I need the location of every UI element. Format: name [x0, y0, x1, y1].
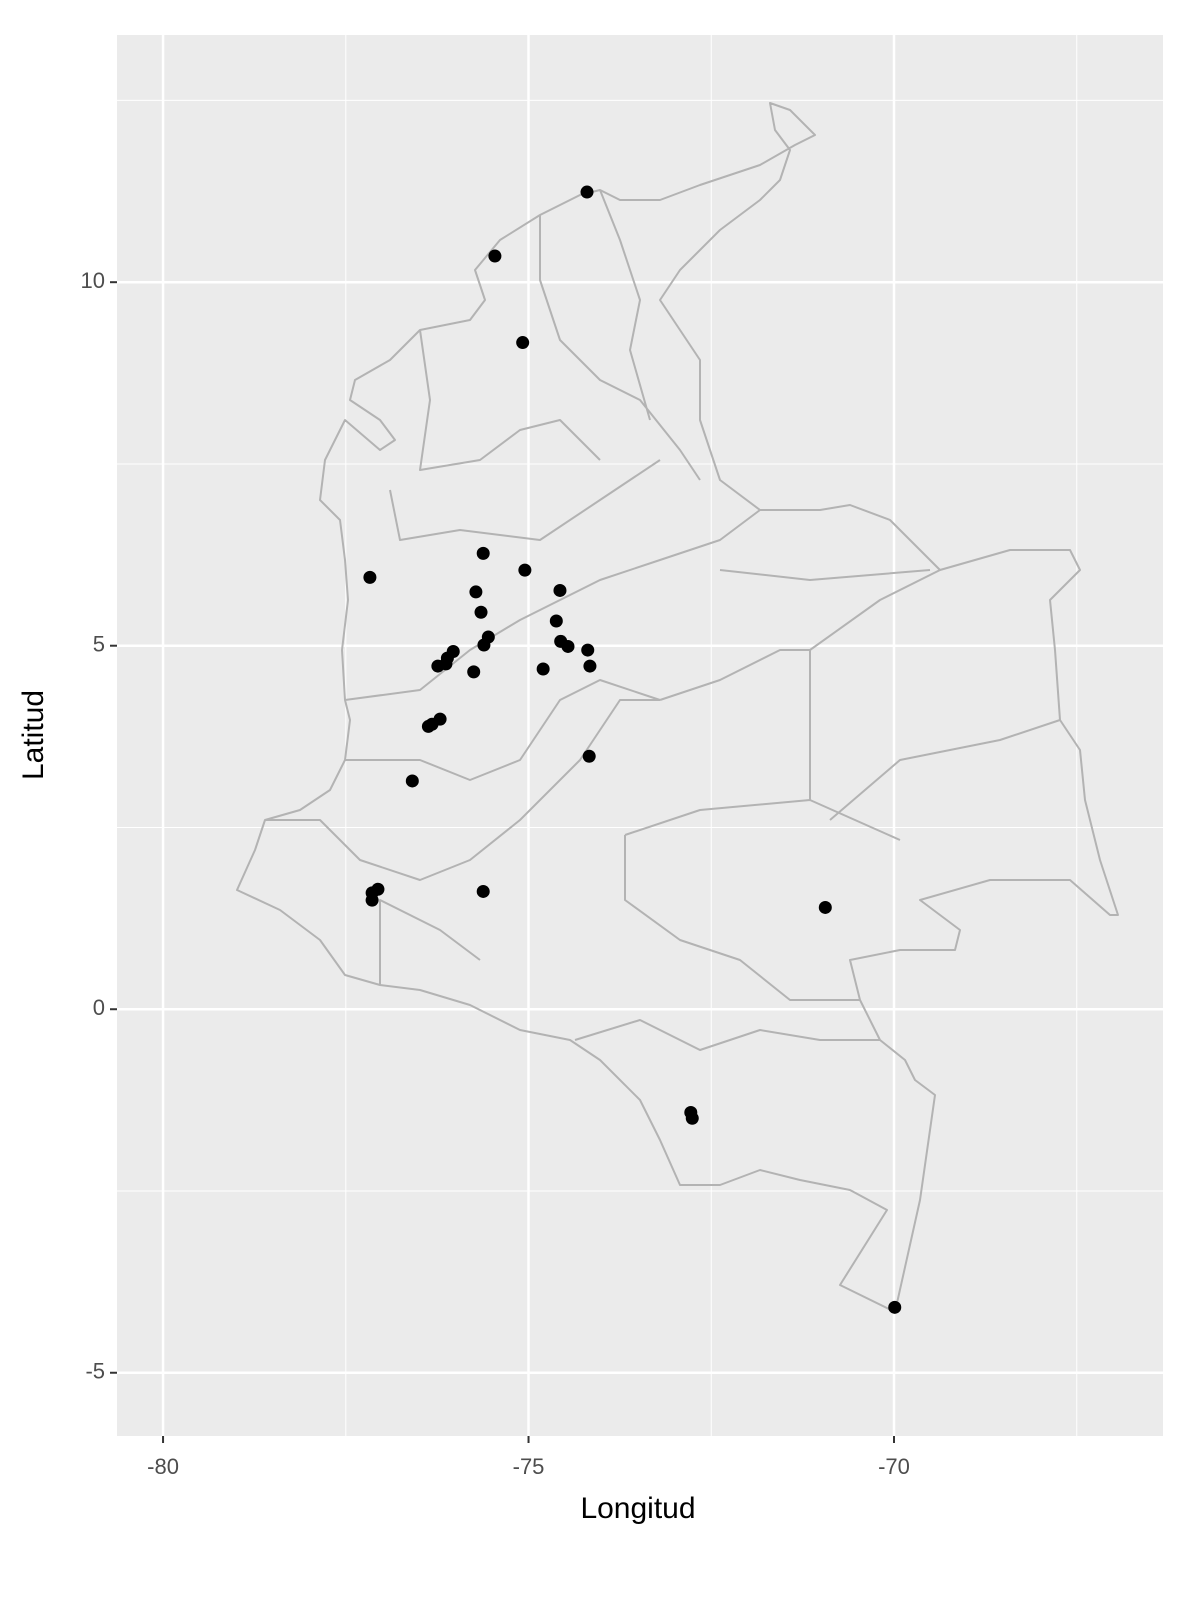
- panel: [117, 35, 1163, 1436]
- x-tick-label: -80: [147, 1454, 179, 1479]
- point: [580, 185, 594, 199]
- point: [474, 605, 488, 619]
- point: [365, 893, 379, 907]
- point: [421, 719, 435, 733]
- x-tick-label: -70: [878, 1454, 910, 1479]
- department-border: [265, 189, 1061, 1051]
- point: [888, 1300, 902, 1314]
- point: [476, 884, 490, 898]
- x-tick-label: -75: [513, 1454, 545, 1479]
- y-tick-label: 10: [81, 268, 105, 293]
- y-tick-label: 0: [93, 995, 105, 1020]
- x-axis-title: Longitud: [580, 1492, 695, 1525]
- point: [476, 546, 490, 560]
- point: [431, 659, 445, 673]
- point: [581, 643, 595, 657]
- point: [488, 249, 502, 263]
- point: [516, 336, 530, 350]
- points: [363, 185, 902, 1314]
- point: [363, 570, 377, 584]
- axes: -80 -75 -70 -5 0 5 10: [81, 268, 910, 1479]
- point: [477, 638, 491, 652]
- point: [553, 583, 567, 597]
- point: [467, 665, 481, 679]
- point: [469, 585, 483, 599]
- point: [405, 774, 419, 788]
- y-tick-label: -5: [85, 1359, 105, 1384]
- point: [536, 662, 550, 676]
- point: [518, 563, 532, 577]
- point: [583, 659, 597, 673]
- country-border: [236, 102, 1119, 1313]
- point: [685, 1111, 699, 1125]
- y-axis-title: Latitud: [17, 690, 50, 780]
- map-outline: [236, 102, 1119, 1313]
- point: [818, 900, 832, 914]
- point: [582, 749, 596, 763]
- point: [549, 614, 563, 628]
- y-tick-label: 5: [93, 632, 105, 657]
- point: [561, 639, 575, 653]
- grid: [117, 35, 1163, 1436]
